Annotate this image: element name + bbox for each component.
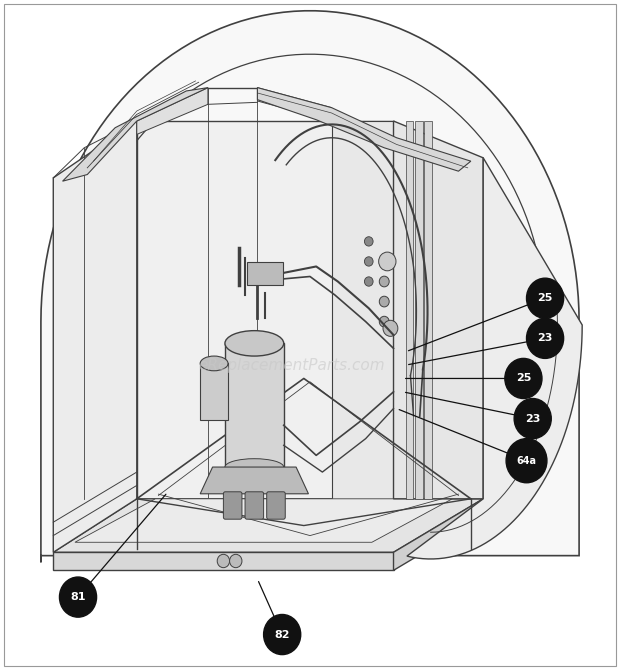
Ellipse shape bbox=[200, 356, 228, 371]
Circle shape bbox=[379, 252, 396, 271]
Circle shape bbox=[264, 614, 301, 655]
Circle shape bbox=[379, 296, 389, 307]
Circle shape bbox=[383, 320, 398, 336]
Polygon shape bbox=[406, 121, 414, 498]
Polygon shape bbox=[53, 498, 483, 552]
Circle shape bbox=[379, 316, 389, 327]
Circle shape bbox=[514, 399, 551, 439]
Text: 25: 25 bbox=[516, 373, 531, 383]
Polygon shape bbox=[41, 11, 579, 562]
Circle shape bbox=[526, 318, 564, 358]
Circle shape bbox=[379, 276, 389, 287]
Polygon shape bbox=[200, 363, 228, 420]
Text: 64a: 64a bbox=[516, 456, 536, 466]
Polygon shape bbox=[394, 498, 483, 570]
Polygon shape bbox=[53, 121, 137, 552]
Polygon shape bbox=[332, 121, 394, 498]
Circle shape bbox=[60, 577, 97, 617]
Ellipse shape bbox=[225, 331, 284, 356]
Polygon shape bbox=[63, 88, 208, 181]
Circle shape bbox=[365, 237, 373, 246]
Text: 25: 25 bbox=[538, 293, 553, 304]
FancyBboxPatch shape bbox=[223, 492, 242, 519]
Circle shape bbox=[526, 278, 564, 318]
Circle shape bbox=[229, 554, 242, 567]
Ellipse shape bbox=[225, 459, 284, 476]
Polygon shape bbox=[53, 552, 394, 570]
Circle shape bbox=[506, 439, 547, 483]
Circle shape bbox=[365, 277, 373, 286]
Text: eReplacementParts.com: eReplacementParts.com bbox=[198, 358, 385, 373]
Polygon shape bbox=[407, 158, 582, 559]
FancyBboxPatch shape bbox=[267, 492, 285, 519]
Polygon shape bbox=[394, 121, 483, 498]
Text: 23: 23 bbox=[525, 413, 541, 423]
Polygon shape bbox=[425, 121, 432, 498]
Circle shape bbox=[365, 257, 373, 266]
FancyBboxPatch shape bbox=[247, 262, 283, 285]
Polygon shape bbox=[137, 121, 394, 498]
Polygon shape bbox=[200, 467, 309, 494]
FancyBboxPatch shape bbox=[245, 492, 264, 519]
Circle shape bbox=[217, 554, 229, 567]
Text: 23: 23 bbox=[538, 334, 553, 343]
Text: 81: 81 bbox=[70, 592, 86, 602]
Text: 82: 82 bbox=[275, 630, 290, 640]
Polygon shape bbox=[225, 343, 284, 467]
Polygon shape bbox=[257, 88, 471, 172]
Polygon shape bbox=[75, 498, 452, 542]
Polygon shape bbox=[257, 88, 332, 121]
Circle shape bbox=[505, 358, 542, 399]
Polygon shape bbox=[137, 88, 208, 135]
Polygon shape bbox=[415, 121, 423, 498]
